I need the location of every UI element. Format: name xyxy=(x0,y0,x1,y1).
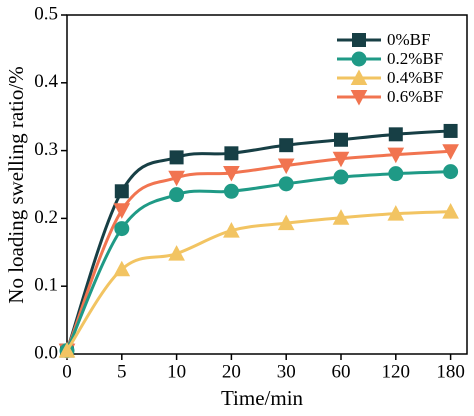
marker xyxy=(332,151,350,168)
legend-label: 0.2%BF xyxy=(387,49,443,68)
y-axis-label: No loading swelling ratio/% xyxy=(4,66,28,303)
marker xyxy=(332,209,350,225)
marker xyxy=(334,132,348,147)
y-tick-label: 0.5 xyxy=(34,3,58,24)
legend-label: 0%BF xyxy=(387,30,430,49)
marker xyxy=(442,203,459,219)
marker xyxy=(113,260,131,277)
marker xyxy=(224,146,239,161)
marker xyxy=(113,203,131,219)
marker xyxy=(351,51,367,67)
marker xyxy=(169,150,184,165)
x-tick-label: 10 xyxy=(167,361,186,382)
marker xyxy=(388,166,404,182)
plot-frame xyxy=(66,14,468,355)
marker xyxy=(442,144,459,160)
x-axis-label: Time/min xyxy=(221,386,304,410)
marker xyxy=(168,245,185,261)
x-tick-label: 60 xyxy=(332,361,351,382)
legend-label: 0.4%BF xyxy=(387,68,443,87)
marker xyxy=(388,127,403,142)
series-line xyxy=(65,170,451,352)
x-tick-label: 120 xyxy=(382,361,411,382)
legend-label: 0.6%BF xyxy=(387,87,443,106)
y-tick-label: 0.3 xyxy=(34,139,58,160)
marker xyxy=(278,176,294,192)
x-tick-label: 180 xyxy=(436,361,465,382)
marker xyxy=(114,221,130,237)
x-tick-label: 30 xyxy=(277,361,296,382)
marker xyxy=(387,147,405,164)
marker xyxy=(223,222,240,238)
marker xyxy=(350,90,368,106)
series-line xyxy=(65,129,451,352)
marker xyxy=(223,165,240,182)
marker xyxy=(277,158,295,175)
marker xyxy=(223,183,239,199)
legend: 0%BF0.2%BF0.4%BF0.6%BF xyxy=(330,27,455,107)
marker xyxy=(58,342,76,358)
x-tick-label: 20 xyxy=(222,361,241,382)
x-tick-label: 5 xyxy=(117,361,127,382)
y-tick-label: 0.2 xyxy=(34,207,58,228)
marker xyxy=(352,33,366,47)
marker xyxy=(443,123,458,138)
x-tick-label: 0 xyxy=(62,361,72,382)
marker xyxy=(333,169,349,185)
y-tick-label: 0.0 xyxy=(34,342,58,363)
marker xyxy=(169,187,185,203)
series-line xyxy=(65,149,451,352)
marker xyxy=(114,184,129,199)
y-tick-label: 0.1 xyxy=(34,275,58,296)
marker xyxy=(350,69,368,85)
marker xyxy=(168,170,185,187)
marker xyxy=(279,138,294,153)
marker xyxy=(387,205,405,221)
y-tick-label: 0.4 xyxy=(34,71,58,92)
marker xyxy=(443,164,459,180)
marker xyxy=(277,214,295,231)
